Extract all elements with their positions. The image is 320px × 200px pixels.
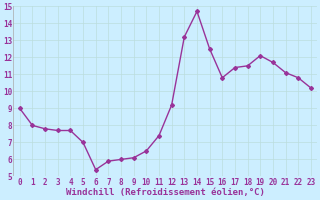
X-axis label: Windchill (Refroidissement éolien,°C): Windchill (Refroidissement éolien,°C): [66, 188, 265, 197]
